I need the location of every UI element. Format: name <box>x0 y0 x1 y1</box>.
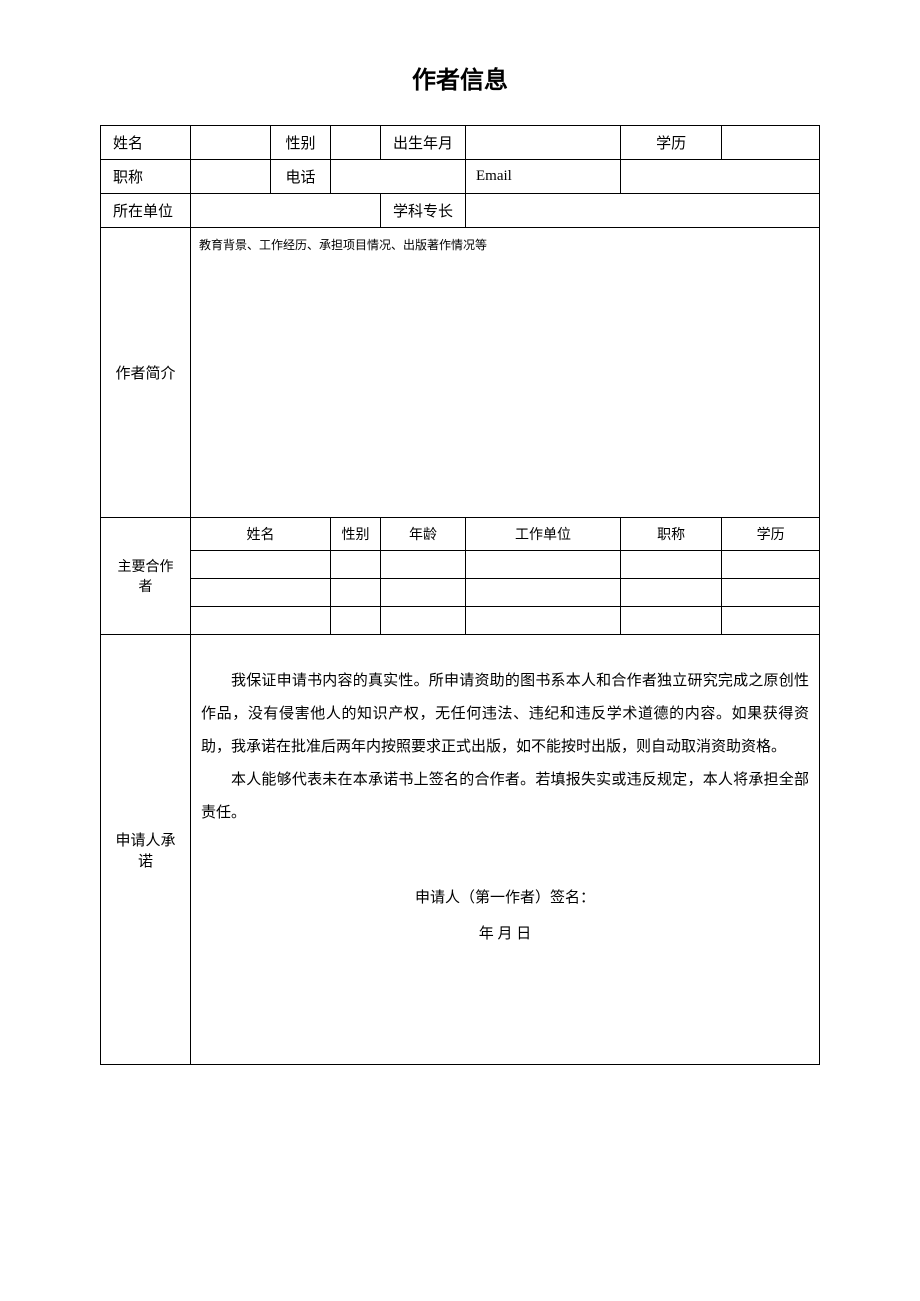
signature-label: 申请人（第一作者）签名： <box>201 880 809 916</box>
row-basic-1: 姓名 性别 出生年月 学历 <box>101 126 820 160</box>
collab-3-gender[interactable] <box>331 607 381 635</box>
row-commitment: 申请人承诺 我保证申请书内容的真实性。所申请资助的图书系本人和合作者独立研究完成… <box>101 635 820 1065</box>
collab-header-age: 年龄 <box>381 518 466 551</box>
specialty-value[interactable] <box>466 194 820 228</box>
collab-header-title: 职称 <box>621 518 722 551</box>
gender-label: 性别 <box>271 126 331 160</box>
collab-2-title[interactable] <box>621 579 722 607</box>
gender-value[interactable] <box>331 126 381 160</box>
intro-content[interactable]: 教育背景、工作经历、承担项目情况、出版著作情况等 <box>191 228 820 518</box>
collab-1-age[interactable] <box>381 551 466 579</box>
collab-header-name: 姓名 <box>191 518 331 551</box>
collab-2-age[interactable] <box>381 579 466 607</box>
collab-2-unit[interactable] <box>466 579 621 607</box>
collab-1-title[interactable] <box>621 551 722 579</box>
unit-value[interactable] <box>191 194 381 228</box>
commitment-content: 我保证申请书内容的真实性。所申请资助的图书系本人和合作者独立研究完成之原创性作品… <box>191 635 820 1065</box>
collab-3-unit[interactable] <box>466 607 621 635</box>
phone-label: 电话 <box>271 160 331 194</box>
title-value[interactable] <box>191 160 271 194</box>
collab-row-2 <box>101 579 820 607</box>
collab-2-name[interactable] <box>191 579 331 607</box>
date-label: 年 月 日 <box>201 916 809 952</box>
collab-3-age[interactable] <box>381 607 466 635</box>
page-title: 作者信息 <box>100 60 820 95</box>
collab-3-education[interactable] <box>722 607 820 635</box>
collab-1-unit[interactable] <box>466 551 621 579</box>
intro-label: 作者简介 <box>101 228 191 518</box>
collab-2-gender[interactable] <box>331 579 381 607</box>
unit-label: 所在单位 <box>101 194 191 228</box>
commitment-label: 申请人承诺 <box>101 635 191 1065</box>
collab-header-education: 学历 <box>722 518 820 551</box>
collaborators-label: 主要合作者 <box>101 518 191 635</box>
collab-header-gender: 性别 <box>331 518 381 551</box>
collab-2-education[interactable] <box>722 579 820 607</box>
education-label: 学历 <box>621 126 722 160</box>
commitment-para-2: 本人能够代表未在本承诺书上签名的合作者。若填报失实或违反规定，本人将承担全部责任… <box>201 764 809 830</box>
name-value[interactable] <box>191 126 271 160</box>
collab-1-name[interactable] <box>191 551 331 579</box>
collab-1-education[interactable] <box>722 551 820 579</box>
collab-header-row: 主要合作者 姓名 性别 年龄 工作单位 职称 学历 <box>101 518 820 551</box>
collab-row-3 <box>101 607 820 635</box>
commitment-para-1: 我保证申请书内容的真实性。所申请资助的图书系本人和合作者独立研究完成之原创性作品… <box>201 665 809 764</box>
collab-3-name[interactable] <box>191 607 331 635</box>
collab-1-gender[interactable] <box>331 551 381 579</box>
education-value[interactable] <box>722 126 820 160</box>
row-basic-2: 职称 电话 Email <box>101 160 820 194</box>
collab-3-title[interactable] <box>621 607 722 635</box>
title-label: 职称 <box>101 160 191 194</box>
row-intro: 作者简介 教育背景、工作经历、承担项目情况、出版著作情况等 <box>101 228 820 518</box>
phone-value[interactable] <box>331 160 466 194</box>
signature-block: 申请人（第一作者）签名： 年 月 日 <box>201 880 809 952</box>
birth-label: 出生年月 <box>381 126 466 160</box>
collab-row-1 <box>101 551 820 579</box>
name-label: 姓名 <box>101 126 191 160</box>
specialty-label: 学科专长 <box>381 194 466 228</box>
birth-value[interactable] <box>466 126 621 160</box>
email-value[interactable] <box>621 160 820 194</box>
collab-header-unit: 工作单位 <box>466 518 621 551</box>
row-basic-3: 所在单位 学科专长 <box>101 194 820 228</box>
email-label: Email <box>466 160 621 194</box>
author-info-table: 姓名 性别 出生年月 学历 职称 电话 Email 所在单位 学科专长 作者简介… <box>100 125 820 1065</box>
